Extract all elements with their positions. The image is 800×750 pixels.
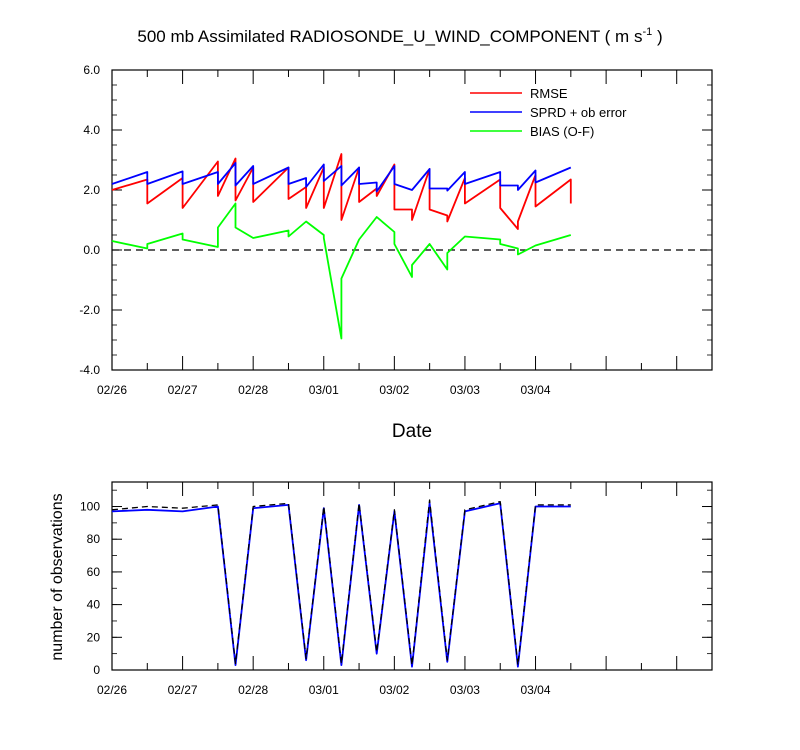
bottom-xtick-label: 02/28 — [238, 683, 268, 697]
top-xtick-label: 02/27 — [168, 383, 198, 397]
bottom-xtick-label: 03/03 — [450, 683, 480, 697]
legend-label-bias: BIAS (O-F) — [530, 124, 594, 139]
top-xtick-label: 03/02 — [379, 383, 409, 397]
legend-label-sprd: SPRD + ob error — [530, 105, 627, 120]
top-series-1 — [111, 162, 572, 193]
top-ytick-label: -4.0 — [79, 363, 100, 377]
bottom-ytick-label: 40 — [87, 598, 101, 612]
bottom-ytick-label: 0 — [93, 663, 100, 677]
bottom-panel: 0 20 40 60 80 100 02/26 02/27 02/28 03/01 03/02 03/… — [80, 481, 713, 697]
top-series-2 — [111, 202, 572, 340]
top-xtick-label: 03/03 — [450, 383, 480, 397]
top-panel: -4.0 -2.0 0.0 2.0 4.0 6.0 02/26 02/27 02/28 03/01… — [79, 63, 713, 397]
top-xtick-label: 02/26 — [97, 383, 127, 397]
bottom-ytick-label: 80 — [87, 532, 101, 546]
x-axis-label: Date — [392, 421, 432, 442]
chart-title-exponent: -1 — [642, 26, 652, 38]
bottom-frame — [111, 481, 713, 671]
bottom-ytick-label: 60 — [87, 565, 101, 579]
y-axis-label-observations: number of observations — [49, 493, 66, 660]
top-xtick-label: 02/28 — [238, 383, 268, 397]
top-ytick-label: 4.0 — [83, 123, 100, 137]
legend-label-rmse: RMSE — [530, 86, 568, 101]
bottom-ytick-label: 100 — [80, 500, 100, 514]
chart-title-main: 500 mb Assimilated RADIOSONDE_U_WIND_COM… — [137, 27, 642, 46]
top-xtick-label: 03/01 — [309, 383, 339, 397]
bottom-xtick-label: 03/02 — [379, 683, 409, 697]
chart-title-end: ) — [652, 27, 662, 46]
bottom-xtick-label: 03/01 — [309, 683, 339, 697]
chart-title: 500 mb Assimilated RADIOSONDE_U_WIND_COM… — [137, 26, 662, 46]
bottom-ytick-label: 20 — [87, 630, 101, 644]
legend: RMSE SPRD + ob error BIAS (O-F) — [470, 86, 627, 139]
top-xtick-label: 03/04 — [521, 383, 551, 397]
bottom-series-0 — [111, 502, 571, 668]
top-ytick-label: 0.0 — [83, 243, 100, 257]
bottom-xtick-label: 02/27 — [168, 683, 198, 697]
bottom-xtick-label: 03/04 — [521, 683, 551, 697]
top-ytick-label: 6.0 — [83, 63, 100, 77]
top-ytick-label: -2.0 — [79, 303, 100, 317]
bottom-xtick-label: 02/26 — [97, 683, 127, 697]
top-ytick-label: 2.0 — [83, 183, 100, 197]
